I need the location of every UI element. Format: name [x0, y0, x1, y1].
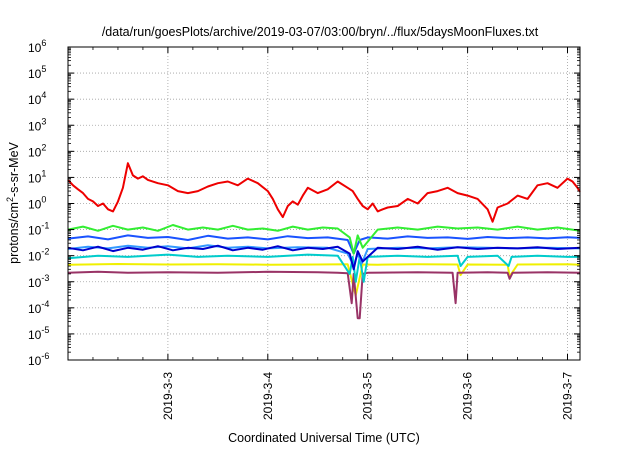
series-line-2: [67, 253, 580, 283]
y-tick-label: 10-2: [28, 247, 49, 264]
y-tick-label-base: 10: [28, 328, 42, 342]
series-line-0: [67, 263, 581, 297]
y-tick-label-base: 10: [28, 250, 42, 264]
y-tick-label-exp: 5: [41, 64, 46, 74]
series-line-5: [67, 234, 581, 255]
y-tick-label: 106: [28, 38, 46, 55]
y-tick-label-base: 10: [28, 93, 42, 107]
y-axis-label-base: protons/cm: [7, 202, 21, 264]
y-axis-label-sup: 2: [5, 197, 15, 202]
y-tick-label-base: 10: [28, 41, 42, 55]
y-tick-label: 100: [28, 195, 46, 212]
y-tick-label-exp: 1: [41, 168, 46, 178]
y-tick-label-exp: -6: [41, 351, 49, 361]
y-axis-label: protons/cm2-s-sr-MeV: [5, 141, 21, 263]
y-tick-label: 10-6: [28, 351, 49, 368]
x-tick-label: 2019-3-4: [261, 372, 275, 420]
series-line-6: [67, 224, 581, 255]
x-tick-labels: 2019-3-3 2019-3-4 2019-3-5 2019-3-6 2019-3-7: [161, 372, 575, 420]
chart-title: /data/run/goesPlots/archive/2019-03-07/0…: [102, 25, 539, 39]
y-tick-label-exp: 3: [41, 116, 46, 126]
y-tick-label: 10-3: [28, 273, 49, 290]
y-tick-label-exp: -2: [41, 247, 49, 257]
x-tick-label: 2019-3-6: [461, 372, 475, 420]
y-axis-label-rest: -s-sr-MeV: [7, 141, 21, 197]
y-tick-label-base: 10: [28, 145, 42, 159]
axis-ticks: [68, 46, 580, 361]
y-tick-label-base: 10: [28, 276, 42, 290]
y-tick-label-exp: 2: [41, 142, 46, 152]
y-tick-labels: 10-610-510-410-310-210-11001011021031041…: [28, 38, 49, 368]
x-tick-label: 2019-3-7: [561, 372, 575, 420]
y-tick-label-exp: -4: [41, 299, 49, 309]
y-tick-label: 104: [28, 90, 46, 107]
y-tick-label-exp: 0: [41, 195, 46, 205]
series-line-1: [67, 270, 581, 320]
y-tick-label: 103: [28, 116, 46, 133]
y-tick-label: 10-4: [28, 299, 49, 316]
x-axis-label: Coordinated Universal Time (UTC): [228, 431, 420, 445]
y-tick-label-base: 10: [28, 198, 42, 212]
y-tick-label: 10-1: [28, 221, 49, 238]
y-tick-label-exp: -3: [41, 273, 49, 283]
series-line-7: [67, 162, 581, 223]
y-tick-label-base: 10: [28, 224, 42, 238]
y-tick-label-base: 10: [28, 119, 42, 133]
y-tick-label-base: 10: [28, 171, 42, 185]
y-tick-label: 10-5: [28, 325, 49, 342]
series-lines: [67, 162, 581, 320]
x-tick-label: 2019-3-3: [161, 372, 175, 420]
y-tick-label-exp: -5: [41, 325, 49, 335]
y-tick-label-base: 10: [28, 302, 42, 316]
y-tick-label-exp: 4: [41, 90, 46, 100]
series-line-4: [67, 244, 581, 271]
grid: [68, 47, 580, 360]
y-tick-label: 101: [28, 168, 46, 185]
y-tick-label-exp: 6: [41, 38, 46, 48]
y-tick-label-base: 10: [28, 354, 42, 368]
y-tick-label-exp: -1: [41, 221, 49, 231]
x-tick-label: 2019-3-5: [361, 372, 375, 420]
y-tick-label-base: 10: [28, 67, 42, 81]
y-tick-label: 105: [28, 64, 46, 81]
y-tick-label: 102: [28, 142, 46, 159]
